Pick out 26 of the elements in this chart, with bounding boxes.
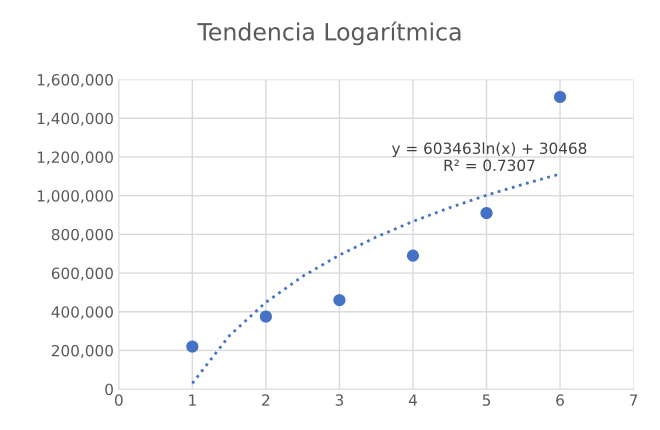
point (260, 310, 272, 323)
y-tick-label: 600,000 (52, 268, 113, 281)
point (480, 206, 493, 220)
annotation: R² = 0.7307 (444, 160, 535, 172)
y-tick-label: 200,000 (52, 344, 113, 358)
point (406, 250, 420, 262)
x-tick-label: 3 (336, 394, 344, 406)
x-tick-label: 1 (189, 394, 196, 406)
annotation: y = 603463ln(x) + 30468 (392, 142, 586, 158)
y-tick-label: 400,000 (52, 306, 113, 320)
point (186, 340, 198, 353)
x-tick-label: 2 (262, 394, 270, 406)
x-tick-label: 7 (630, 394, 638, 406)
y-tick-label: 1,000,000 (38, 190, 113, 204)
chart-title: Tendencia Logarítmica (197, 22, 460, 46)
y-tick-label: 1,200,000 (38, 151, 113, 165)
x-tick-label: 4 (408, 394, 417, 406)
y-tick-label: 1,400,000 (38, 112, 113, 126)
point (333, 294, 346, 306)
y-tick-label: 0 (105, 384, 113, 396)
y-tick-label: 800,000 (52, 228, 113, 242)
x-tick-label: 0 (114, 394, 123, 406)
x-tick-label: 5 (482, 394, 490, 406)
y-tick-label: 1,600,000 (38, 74, 113, 88)
point (554, 90, 566, 104)
x-tick-label: 6 (556, 394, 564, 406)
